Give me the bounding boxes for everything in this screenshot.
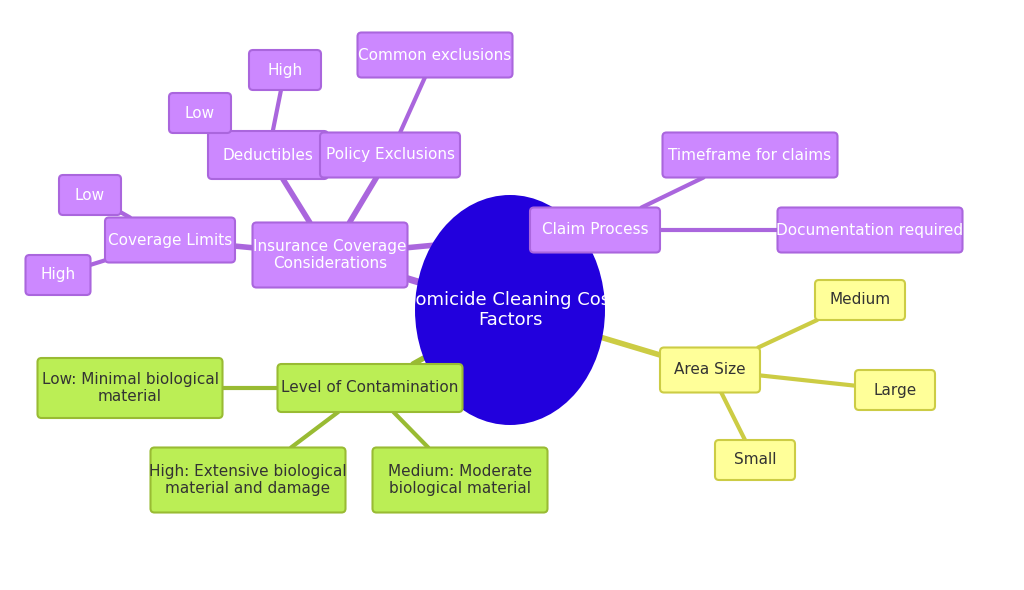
FancyBboxPatch shape [373,447,548,513]
Text: Small: Small [734,453,776,467]
Text: Level of Contamination: Level of Contamination [282,381,459,395]
Text: High: Extensive biological
material and damage: High: Extensive biological material and … [150,464,347,496]
FancyBboxPatch shape [715,440,795,480]
Text: Coverage Limits: Coverage Limits [108,232,232,247]
FancyBboxPatch shape [208,131,328,179]
Text: Claim Process: Claim Process [542,222,648,238]
Ellipse shape [415,195,605,425]
FancyBboxPatch shape [38,358,222,418]
FancyBboxPatch shape [319,133,460,178]
Text: Low: Minimal biological
material: Low: Minimal biological material [42,372,218,404]
FancyBboxPatch shape [278,364,463,412]
Text: Documentation required: Documentation required [776,222,964,238]
FancyBboxPatch shape [151,447,345,513]
Text: Homicide Cleaning Cost
Factors: Homicide Cleaning Cost Factors [402,291,617,329]
FancyBboxPatch shape [249,50,321,90]
FancyBboxPatch shape [777,208,963,253]
Text: Low: Low [75,188,105,202]
Text: Deductibles: Deductibles [222,148,313,162]
FancyBboxPatch shape [663,133,838,178]
Text: Low: Low [185,106,215,120]
FancyBboxPatch shape [855,370,935,410]
FancyBboxPatch shape [59,175,121,215]
FancyBboxPatch shape [169,93,231,133]
Text: Large: Large [873,382,916,398]
FancyBboxPatch shape [253,222,408,287]
FancyBboxPatch shape [357,32,512,77]
FancyBboxPatch shape [26,255,90,295]
FancyBboxPatch shape [660,348,760,392]
FancyBboxPatch shape [815,280,905,320]
Text: High: High [40,267,76,283]
Text: High: High [267,63,302,77]
Text: Medium: Moderate
biological material: Medium: Moderate biological material [388,464,532,496]
Text: Timeframe for claims: Timeframe for claims [669,148,831,162]
Text: Insurance Coverage
Considerations: Insurance Coverage Considerations [253,239,407,271]
FancyBboxPatch shape [105,218,234,263]
FancyBboxPatch shape [530,208,660,253]
Text: Area Size: Area Size [674,362,745,378]
Text: Medium: Medium [829,293,891,307]
Text: Common exclusions: Common exclusions [358,48,512,63]
Text: Policy Exclusions: Policy Exclusions [326,148,455,162]
